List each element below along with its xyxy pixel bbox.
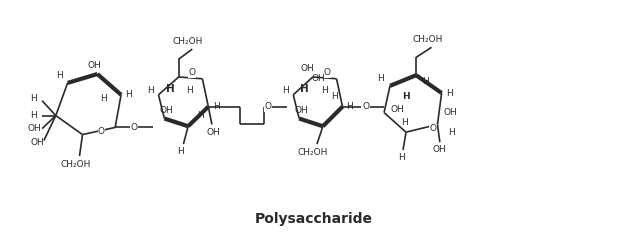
Text: CH₂OH: CH₂OH	[60, 160, 90, 169]
Text: O: O	[264, 102, 271, 111]
Text: H: H	[377, 74, 384, 83]
Text: OH: OH	[206, 128, 220, 137]
Text: OH: OH	[30, 138, 44, 147]
Text: OH: OH	[28, 124, 41, 133]
Text: O: O	[429, 124, 436, 133]
Text: H: H	[177, 147, 184, 156]
Text: H: H	[332, 92, 338, 101]
Text: OH: OH	[433, 146, 447, 155]
Text: H: H	[402, 92, 410, 101]
Text: O: O	[189, 68, 196, 77]
Text: CH₂OH: CH₂OH	[173, 37, 203, 46]
Text: H: H	[401, 118, 408, 127]
Text: OH: OH	[300, 64, 314, 73]
Text: OH: OH	[294, 106, 308, 115]
Text: H: H	[422, 77, 429, 86]
Text: OH: OH	[390, 105, 404, 114]
Text: H: H	[100, 95, 107, 104]
Text: OH: OH	[87, 61, 101, 69]
Text: CH₂OH: CH₂OH	[413, 35, 443, 44]
Text: H: H	[346, 102, 353, 111]
Text: H: H	[197, 111, 203, 120]
Text: H: H	[166, 84, 175, 94]
Text: H: H	[300, 84, 309, 94]
Text: H: H	[446, 88, 453, 97]
Text: H: H	[282, 86, 289, 95]
Text: H: H	[30, 95, 37, 104]
Text: O: O	[131, 123, 138, 132]
Text: O: O	[323, 68, 330, 77]
Text: Polysaccharide: Polysaccharide	[255, 212, 373, 226]
Text: OH: OH	[160, 106, 174, 115]
Text: H: H	[57, 71, 63, 80]
Text: H: H	[321, 86, 327, 95]
Text: OH: OH	[312, 74, 326, 83]
Text: O: O	[362, 102, 369, 111]
Text: CH₂OH: CH₂OH	[298, 148, 328, 157]
Text: H: H	[448, 128, 455, 137]
Text: H: H	[126, 90, 132, 99]
Text: H: H	[213, 102, 219, 111]
Text: O: O	[98, 127, 105, 136]
Text: H: H	[399, 153, 405, 162]
Text: H: H	[30, 111, 37, 120]
Text: H: H	[186, 86, 193, 95]
Text: OH: OH	[443, 108, 457, 117]
Text: H: H	[148, 86, 154, 95]
